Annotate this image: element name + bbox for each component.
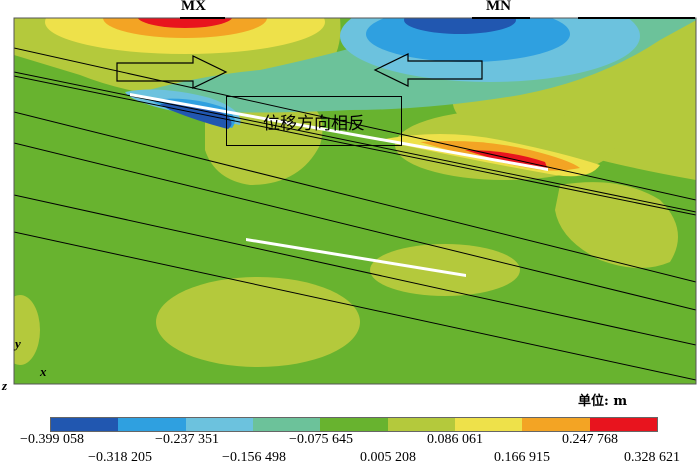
color-legend — [50, 417, 658, 432]
mn-label: MN — [486, 0, 511, 14]
legend-tick: −0.399 058 — [20, 432, 84, 447]
axis-x-label: x — [40, 364, 47, 379]
axis-y-label: y — [15, 336, 21, 351]
legend-swatch-7 — [522, 418, 590, 431]
zone-lower-left — [156, 277, 360, 367]
legend-swatch-6 — [454, 418, 523, 431]
zone-lower-right — [555, 182, 678, 269]
legend-tick: 0.166 915 — [494, 450, 550, 465]
annotation-text: 位移方向相反 — [263, 113, 365, 134]
arrow-right-icon — [116, 55, 228, 89]
mx-red — [137, 18, 233, 28]
legend-tick: 0.247 768 — [562, 432, 618, 447]
zone-lower-middle — [370, 244, 520, 296]
axis-z-label: z — [2, 378, 8, 393]
legend-swatch-3 — [252, 418, 321, 431]
legend-tick: −0.318 205 — [88, 450, 152, 465]
legend-tick: −0.075 645 — [289, 432, 353, 447]
mn-darkblue — [404, 18, 516, 34]
legend-swatch-4 — [320, 418, 388, 431]
legend-swatch-0 — [51, 418, 119, 431]
legend-tick: 0.005 208 — [360, 450, 416, 465]
annotation-box: 位移方向相反 — [226, 96, 402, 146]
legend-swatch-5 — [387, 418, 455, 431]
legend-tick: 0.328 621 — [624, 450, 680, 465]
mx-label: MX — [181, 0, 206, 14]
legend-swatch-2 — [185, 418, 253, 431]
mn-blue — [366, 18, 570, 62]
legend-tick: −0.156 498 — [222, 450, 286, 465]
legend-tick: −0.237 351 — [155, 432, 219, 447]
legend-swatch-8 — [589, 418, 657, 431]
fault-lines — [14, 47, 696, 381]
fault-gap-lower — [246, 238, 466, 277]
unit-label: 单位: m — [578, 394, 628, 409]
zone-corner — [14, 295, 40, 365]
fault-gap-upper — [130, 93, 548, 171]
arrow-left-icon — [373, 53, 483, 87]
legend-swatch-1 — [118, 418, 186, 431]
legend-tick: 0.086 061 — [427, 432, 483, 447]
